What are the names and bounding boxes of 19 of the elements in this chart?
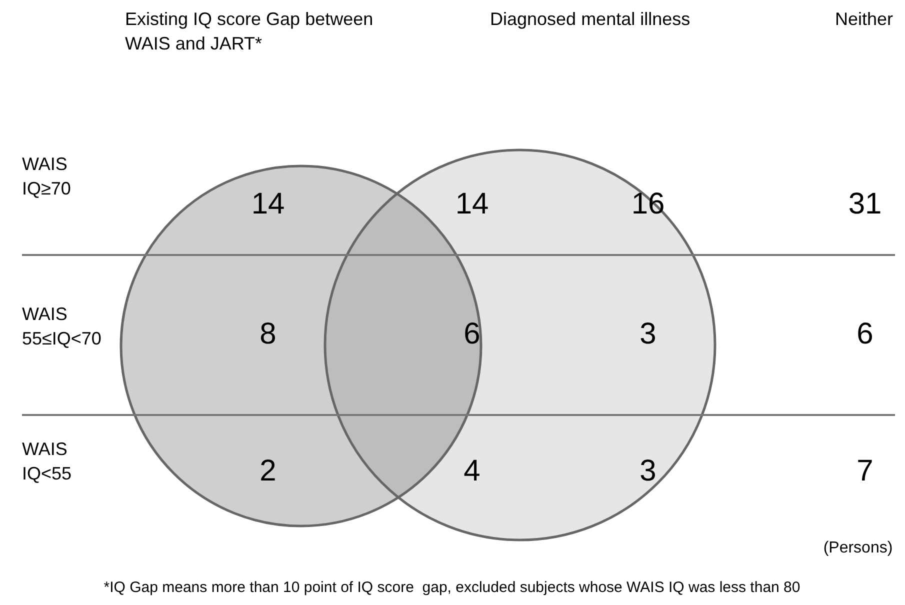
text: *IQ Gap means more than 10 point of IQ score gap, excluded subjects whose WAIS IQ was less than 80 [104, 579, 800, 596]
text: Existing IQ score Gap between WAIS and JART* [125, 8, 374, 54]
data-label: 8 [260, 317, 276, 350]
data-label: 6 [856, 317, 874, 350]
data-label: 7 [856, 454, 874, 488]
text: (Persons) [823, 539, 893, 556]
data-label: 6 [464, 317, 480, 350]
data-label: 14 [455, 187, 489, 220]
data-label: 2 [260, 454, 276, 488]
data-label: 14 [251, 187, 285, 220]
text: Diagnosed mental illness [490, 8, 690, 29]
data-label: 4 [464, 454, 480, 488]
text: Neither [835, 8, 894, 29]
data-label: 3 [640, 317, 656, 350]
category-label: WAIS 55≤IQ<70 [22, 304, 102, 348]
category-label: WAIS IQ<55 [22, 438, 72, 484]
data-label: 31 [848, 187, 882, 220]
data-label: 3 [640, 454, 656, 488]
category-label: WAIS IQ≥70 [22, 154, 71, 198]
